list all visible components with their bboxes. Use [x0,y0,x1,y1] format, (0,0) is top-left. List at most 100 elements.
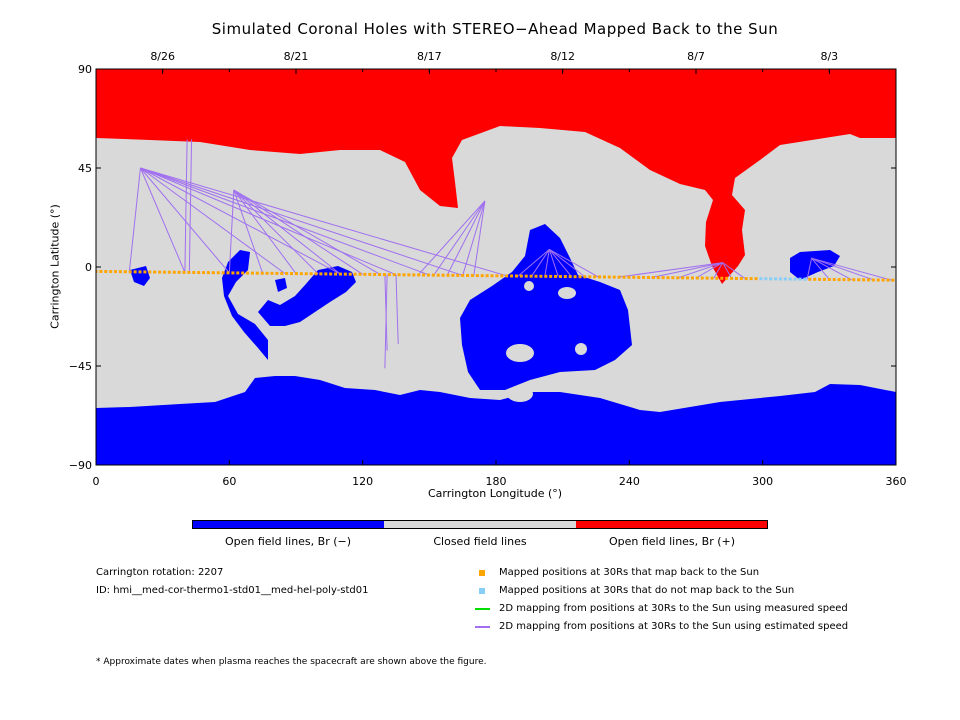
mapping-line [128,167,141,272]
mapped-position-marker [676,276,680,280]
closed-island [506,344,534,362]
legend-label: Mapped positions at 30Rs that map back t… [499,567,760,578]
mapped-position-marker [475,274,479,278]
mapped-position-marker [206,271,210,275]
mapped-position-marker [382,273,386,277]
mapped-position-marker [725,276,729,280]
mapped-position-marker [563,275,567,279]
mapped-position-marker [700,276,704,280]
mapping-line [446,200,486,276]
mapped-position-marker [358,272,362,276]
mapping-line [811,257,830,280]
plot-area: 0 60 120 180 240 300 360 90 45 0 −45 −90 8/26 8/21 8/1… [69,50,907,488]
mapped-position-marker [715,276,719,280]
mapped-position-marker [690,276,694,280]
mapped-position-marker [637,275,641,279]
mapping-line [531,249,550,277]
mapped-position-marker [192,270,196,274]
mapped-position-marker [470,274,474,278]
date-tick-label: 8/12 [550,50,575,63]
mapping-line [678,262,723,279]
y-tick-label: 0 [85,261,92,274]
x-tick-label: 360 [886,475,907,488]
mapped-position-marker [456,273,460,277]
mapped-position-marker [558,275,562,279]
positive-polar-region [96,69,896,284]
unmapped-position-marker [803,277,807,281]
mapped-position-marker [466,273,470,277]
mapped-position-marker [578,275,582,279]
mapped-position-marker [197,271,201,275]
chart-title: Simulated Coronal Holes with STEREO−Ahea… [211,20,779,38]
x-axis-label: Carrington Longitude (°) [427,487,563,500]
colorbar-label-closed: Closed field lines [433,535,527,548]
mapped-position-marker [158,270,162,274]
y-tick-label: −45 [69,360,92,373]
mapped-position-marker [118,270,122,274]
mapped-position-marker [260,271,264,275]
mapped-position-marker [397,273,401,277]
unmapped-position-marker [769,277,773,281]
mapping-line [548,249,559,277]
unmapped-position-marker [788,277,792,281]
mapping-line [233,189,264,274]
mapped-position-marker [402,273,406,277]
mapping-line [544,249,550,277]
mapped-position-marker [329,272,333,276]
mapped-position-marker [822,277,826,281]
date-tick-label: 8/7 [687,50,705,63]
y-tick-label: 90 [78,63,92,76]
colorbar-closed [384,521,576,528]
mapped-position-marker [627,275,631,279]
mapped-position-marker [138,270,142,274]
mapped-position-marker [480,274,484,278]
mapped-position-marker [348,272,352,276]
mapped-position-marker [495,274,499,278]
mapped-position-marker [211,271,215,275]
mapped-position-marker [651,276,655,280]
negative-polar-region [96,376,896,465]
mapped-position-marker [343,272,347,276]
mapped-position-marker [417,273,421,277]
y-tick-label: −90 [69,459,92,472]
mapping-line [618,262,723,278]
mapped-position-marker [710,276,714,280]
mapping-line [811,257,892,281]
mapped-position-marker [255,271,259,275]
mapped-position-marker [554,274,558,278]
mapped-position-marker [866,278,870,282]
mapped-position-marker [109,270,113,274]
coronal-hole-patch [790,250,840,280]
mapped-position-marker [505,274,509,278]
mapping-line [462,200,486,276]
mapped-position-marker [182,270,186,274]
mapping-line [140,167,341,275]
mapped-position-marker [153,270,157,274]
closed-island [575,343,587,355]
mapping-line [433,200,486,276]
mapping-line [722,262,732,279]
legend-swatch [475,626,490,628]
mapped-position-marker [104,270,108,274]
mapping-line [722,262,746,279]
mapped-position-marker [837,278,841,282]
mapped-position-marker [422,273,426,277]
mapping-line [188,139,193,273]
mapped-position-marker [583,275,587,279]
mapped-position-marker [514,274,518,278]
mapped-position-marker [426,273,430,277]
x-tick-label: 240 [619,475,640,488]
mapped-position-marker [568,275,572,279]
mapped-position-marker [451,273,455,277]
mapped-position-marker [529,274,533,278]
unmapped-position-marker [778,277,782,281]
mapped-position-marker [128,270,132,274]
mapped-position-marker [250,271,254,275]
coronal-hole-patch [258,266,356,326]
mapped-position-marker [461,273,465,277]
mapped-position-marker [172,270,176,274]
legend-label: 2D mapping from positions at 30Rs to the… [499,603,848,614]
mapping-line [140,167,286,274]
mapped-position-marker [334,272,338,276]
mapped-position-marker [363,272,367,276]
